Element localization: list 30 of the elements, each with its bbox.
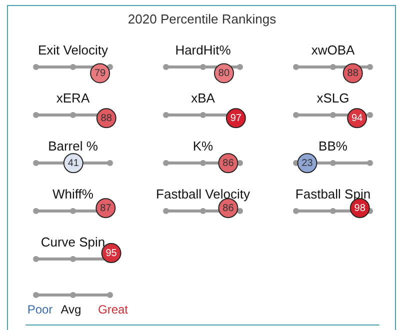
text: Great — [98, 302, 129, 316]
category-label: Curve Spin — [40, 234, 106, 250]
data-label: 23 — [302, 158, 314, 169]
text: Avg — [60, 302, 82, 316]
category-label: xBA — [191, 90, 216, 106]
category-label: Exit Velocity — [38, 42, 109, 58]
category-label: Fastball Velocity — [156, 186, 250, 202]
data-label: 86 — [222, 202, 234, 214]
data-label: 88 — [347, 68, 359, 79]
data-label: 79 — [94, 68, 106, 79]
category-label: Barrel % — [48, 138, 98, 154]
data-label: 97 — [230, 112, 242, 124]
data-label: 95 — [106, 248, 118, 259]
category-label: HardHit% — [175, 42, 232, 58]
category-label: xERA — [56, 90, 90, 106]
data-label: 88 — [100, 112, 112, 124]
data-label: 86 — [222, 158, 234, 169]
data-label: 80 — [218, 68, 230, 79]
text: Poor — [27, 302, 53, 316]
data-label: 41 — [68, 158, 80, 169]
category-label: K% — [192, 138, 214, 154]
data-label: 98 — [354, 202, 366, 214]
category-label: Whiff% — [52, 186, 94, 202]
category-label: Fastball Spin — [295, 186, 371, 202]
data-label: 87 — [100, 202, 112, 214]
text: 2020 Percentile Rankings — [128, 12, 277, 27]
category-label: xSLG — [316, 90, 350, 106]
category-label: xwOBA — [311, 42, 355, 58]
data-label: 94 — [351, 112, 364, 124]
category-label: BB% — [318, 138, 348, 154]
